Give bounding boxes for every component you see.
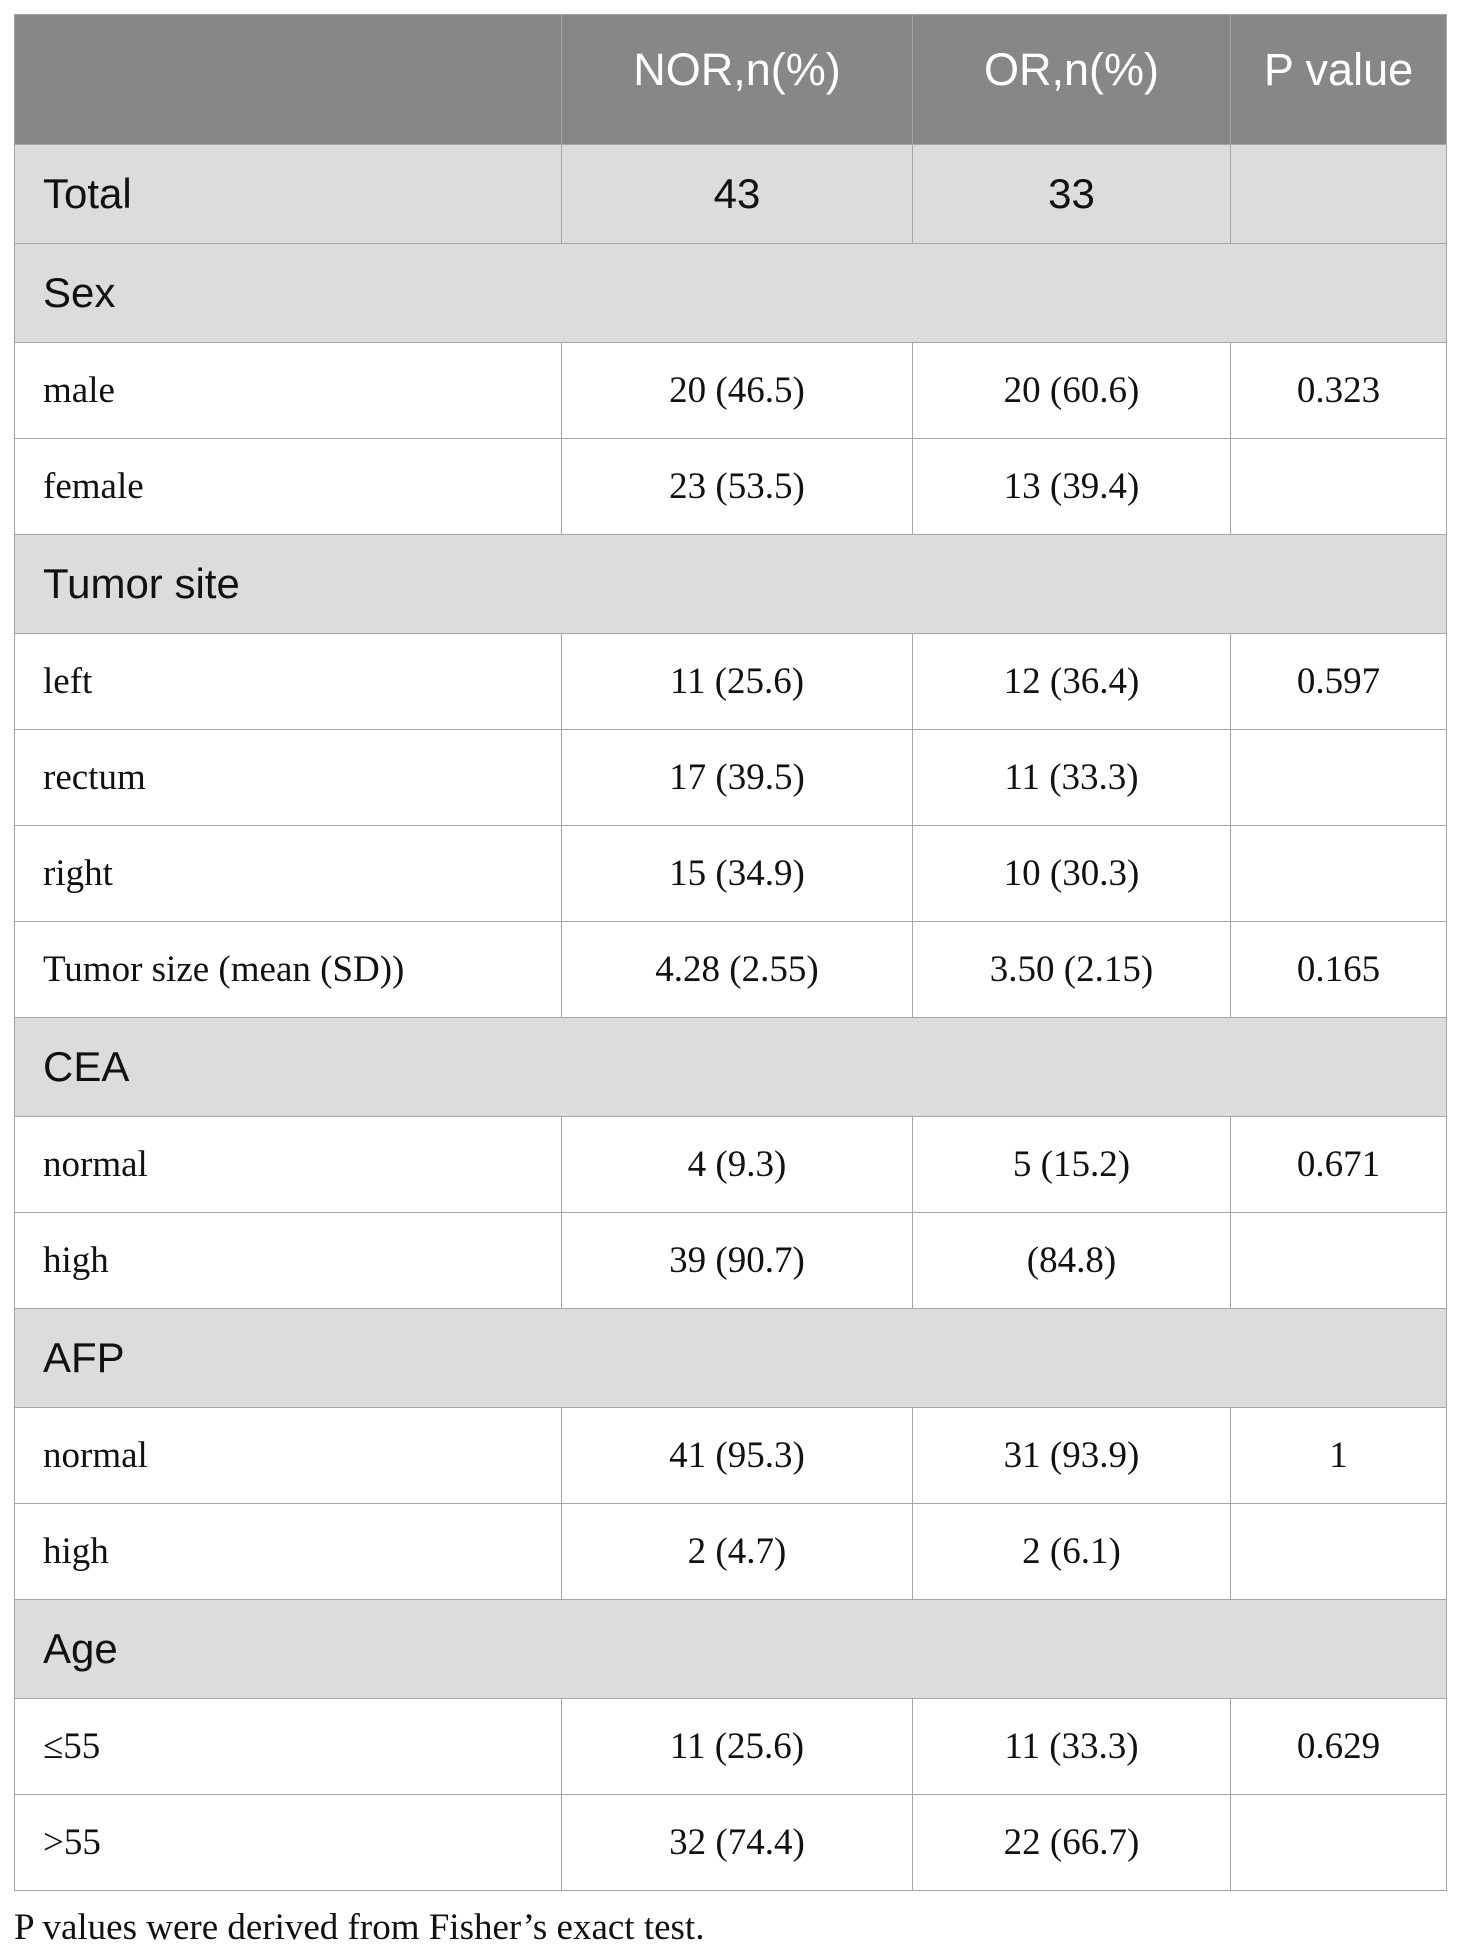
- row-label: normal: [14, 1407, 562, 1504]
- or-value: 2 (6.1): [912, 1503, 1231, 1600]
- p-value: 0.671: [1230, 1116, 1447, 1213]
- nor-value: 2 (4.7): [561, 1503, 913, 1600]
- table-row: high 2 (4.7) 2 (6.1): [14, 1503, 1447, 1600]
- or-value: (84.8): [912, 1212, 1231, 1309]
- or-value: 13 (39.4): [912, 438, 1231, 535]
- total-p: [1230, 144, 1447, 244]
- nor-value: 20 (46.5): [561, 342, 913, 439]
- table-row: normal 41 (95.3) 31 (93.9) 1: [14, 1407, 1447, 1504]
- section-title: Age: [14, 1599, 1447, 1699]
- or-value: 5 (15.2): [912, 1116, 1231, 1213]
- table-row: normal 4 (9.3) 5 (15.2) 0.671: [14, 1116, 1447, 1213]
- total-or: 33: [912, 144, 1231, 244]
- header-cell-label: [14, 14, 562, 145]
- or-value: 11 (33.3): [912, 1698, 1231, 1795]
- row-label: Tumor size (mean (SD)): [14, 921, 562, 1018]
- p-value: 0.323: [1230, 342, 1447, 439]
- section-row-sex: Sex: [14, 243, 1447, 343]
- row-label: >55: [14, 1794, 562, 1891]
- row-label: male: [14, 342, 562, 439]
- section-title: CEA: [14, 1017, 1447, 1117]
- table-row: left 11 (25.6) 12 (36.4) 0.597: [14, 633, 1447, 730]
- p-value: [1230, 1794, 1447, 1891]
- p-value: [1230, 825, 1447, 922]
- section-title: Tumor site: [14, 534, 1447, 634]
- or-value: 20 (60.6): [912, 342, 1231, 439]
- table-body: Total 43 33 Sex male 20 (46.5) 20 (60.6)…: [14, 144, 1447, 1891]
- section-row-afp: AFP: [14, 1308, 1447, 1408]
- row-label: high: [14, 1503, 562, 1600]
- header-row: NOR,n(%) OR,n(%) P value: [14, 14, 1447, 145]
- table-row: female 23 (53.5) 13 (39.4): [14, 438, 1447, 535]
- total-row: Total 43 33: [14, 144, 1447, 244]
- row-label: ≤55: [14, 1698, 562, 1795]
- header-cell-nor: NOR,n(%): [561, 14, 913, 145]
- p-value: 1: [1230, 1407, 1447, 1504]
- nor-value: 41 (95.3): [561, 1407, 913, 1504]
- nor-value: 4 (9.3): [561, 1116, 913, 1213]
- nor-value: 11 (25.6): [561, 633, 913, 730]
- row-label: high: [14, 1212, 562, 1309]
- or-value: 11 (33.3): [912, 729, 1231, 826]
- section-row-age: Age: [14, 1599, 1447, 1699]
- section-title: AFP: [14, 1308, 1447, 1408]
- nor-value: 17 (39.5): [561, 729, 913, 826]
- header-cell-p-value: P value: [1230, 14, 1447, 145]
- p-value: 0.165: [1230, 921, 1447, 1018]
- or-value: 22 (66.7): [912, 1794, 1231, 1891]
- table-row: rectum 17 (39.5) 11 (33.3): [14, 729, 1447, 826]
- table-row: ≤55 11 (25.6) 11 (33.3) 0.629: [14, 1698, 1447, 1795]
- characteristics-table: NOR,n(%) OR,n(%) P value Total 43 33 Sex…: [14, 14, 1447, 1891]
- row-label: female: [14, 438, 562, 535]
- section-row-tumor-site: Tumor site: [14, 534, 1447, 634]
- p-value: 0.597: [1230, 633, 1447, 730]
- nor-value: 23 (53.5): [561, 438, 913, 535]
- row-label: normal: [14, 1116, 562, 1213]
- table-container: NOR,n(%) OR,n(%) P value Total 43 33 Sex…: [14, 14, 1447, 1891]
- nor-value: 32 (74.4): [561, 1794, 913, 1891]
- table-row: right 15 (34.9) 10 (30.3): [14, 825, 1447, 922]
- or-value: 12 (36.4): [912, 633, 1231, 730]
- p-value: [1230, 729, 1447, 826]
- nor-value: 39 (90.7): [561, 1212, 913, 1309]
- table-row: male 20 (46.5) 20 (60.6) 0.323: [14, 342, 1447, 439]
- table-row: >55 32 (74.4) 22 (66.7): [14, 1794, 1447, 1891]
- or-value: 3.50 (2.15): [912, 921, 1231, 1018]
- row-label: rectum: [14, 729, 562, 826]
- or-value: 31 (93.9): [912, 1407, 1231, 1504]
- p-value: [1230, 1503, 1447, 1600]
- nor-value: 11 (25.6): [561, 1698, 913, 1795]
- or-value: 10 (30.3): [912, 825, 1231, 922]
- total-label: Total: [14, 144, 562, 244]
- row-label: left: [14, 633, 562, 730]
- table-footnote: P values were derived from Fisher’s exac…: [14, 1907, 705, 1948]
- section-title: Sex: [14, 243, 1447, 343]
- p-value: 0.629: [1230, 1698, 1447, 1795]
- row-label: right: [14, 825, 562, 922]
- nor-value: 15 (34.9): [561, 825, 913, 922]
- total-nor: 43: [561, 144, 913, 244]
- table-row: high 39 (90.7) (84.8): [14, 1212, 1447, 1309]
- nor-value: 4.28 (2.55): [561, 921, 913, 1018]
- p-value: [1230, 438, 1447, 535]
- section-row-cea: CEA: [14, 1017, 1447, 1117]
- p-value: [1230, 1212, 1447, 1309]
- header-cell-or: OR,n(%): [912, 14, 1231, 145]
- table-row: Tumor size (mean (SD)) 4.28 (2.55) 3.50 …: [14, 921, 1447, 1018]
